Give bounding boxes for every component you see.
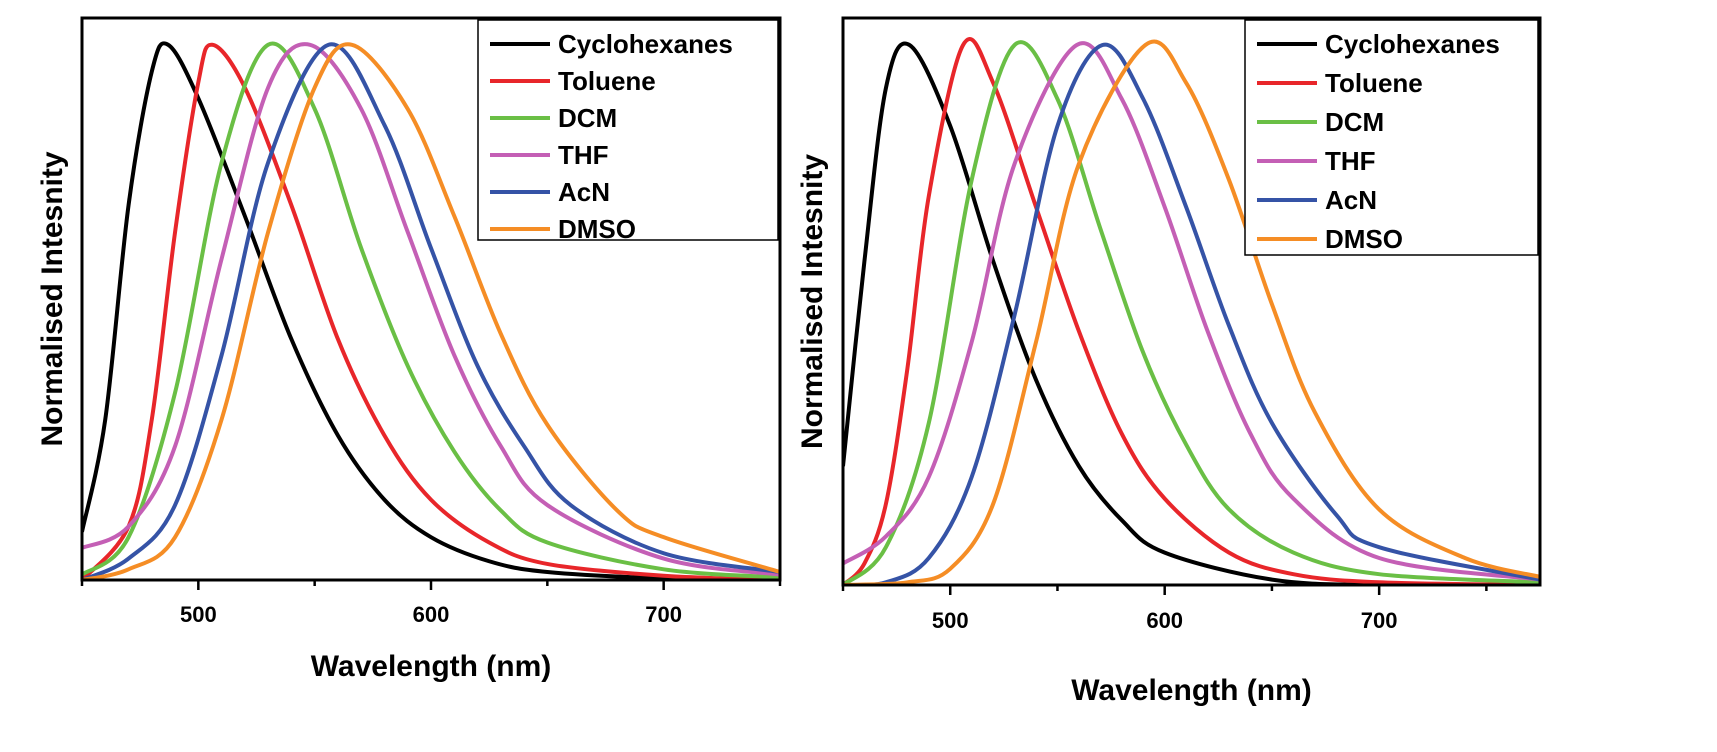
series-line-acn — [843, 42, 1540, 585]
x-tick-label: 600 — [413, 602, 450, 627]
chart-panel-2: 500 600 700 Wavelength (nm) Normalised Intes… — [796, 16, 1542, 707]
x-tick-label: 700 — [1361, 608, 1398, 633]
legend: Cyclohexanes Toluene DCM THF AcN DMSO — [1244, 19, 1539, 256]
series-line-thf — [82, 42, 780, 577]
legend: Cyclohexanes Toluene DCM THF AcN DMSO — [477, 19, 779, 244]
y-axis-title: Normalised Intesnity — [796, 154, 829, 449]
legend-label: THF — [1325, 146, 1376, 176]
legend-label: AcN — [558, 177, 610, 207]
legend-label: Toluene — [1325, 68, 1423, 98]
legend-label: DMSO — [558, 214, 636, 244]
x-tick-label: 600 — [1146, 608, 1183, 633]
x-tick-label: 700 — [645, 602, 682, 627]
series-line-acn — [82, 42, 780, 580]
series-line-toluene — [843, 37, 1540, 585]
x-tick-label: 500 — [932, 608, 969, 633]
y-axis-title: Normalised Intesnity — [36, 151, 69, 446]
legend-label: THF — [558, 140, 609, 170]
series-line-dcm — [82, 41, 780, 580]
chart-panel-1: 500 600 700 Wavelength (nm) Normalised Intes… — [36, 16, 782, 683]
legend-label: AcN — [1325, 185, 1377, 215]
x-tick-label: 500 — [180, 602, 217, 627]
x-axis-title: Wavelength (nm) — [311, 650, 552, 683]
plot-frame — [841, 16, 1542, 587]
series-line-toluene — [82, 42, 780, 580]
legend-label: DCM — [558, 103, 617, 133]
legend-label: DCM — [1325, 107, 1384, 137]
legend-box — [1244, 19, 1539, 256]
legend-label: Cyclohexanes — [1325, 29, 1500, 59]
series-line-dmso — [82, 42, 780, 580]
series-line-dmso — [843, 39, 1540, 585]
legend-label: Toluene — [558, 66, 656, 96]
x-axis-title: Wavelength (nm) — [1071, 674, 1312, 707]
legend-label: Cyclohexanes — [558, 29, 733, 59]
series-line-thf — [843, 41, 1540, 582]
legend-box — [477, 19, 779, 241]
series-line-cyclohexanes — [843, 41, 1540, 585]
series-line-dcm — [843, 40, 1540, 585]
series-line-cyclohexanes — [82, 41, 780, 580]
legend-label: DMSO — [1325, 224, 1403, 254]
